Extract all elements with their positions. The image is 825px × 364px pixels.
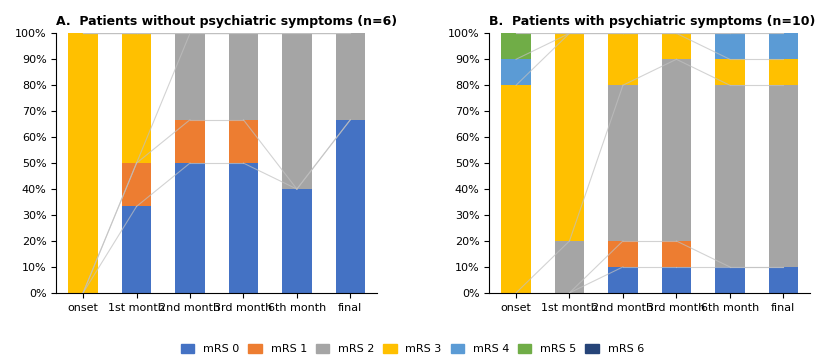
Bar xyxy=(715,267,744,293)
Bar xyxy=(662,33,691,59)
Bar xyxy=(336,120,365,293)
Bar xyxy=(122,33,151,163)
Bar xyxy=(608,241,638,267)
Bar xyxy=(122,163,151,206)
Bar xyxy=(769,85,798,267)
Bar xyxy=(554,241,584,293)
Bar xyxy=(769,267,798,293)
Bar xyxy=(769,7,798,33)
Bar xyxy=(282,33,312,189)
Bar xyxy=(175,33,205,120)
Bar xyxy=(662,241,691,267)
Bar xyxy=(608,85,638,241)
Text: B.  Patients with psychiatric symptoms (n=10): B. Patients with psychiatric symptoms (n… xyxy=(489,15,816,28)
Bar xyxy=(715,33,744,59)
Bar xyxy=(715,85,744,267)
Bar xyxy=(608,267,638,293)
Bar xyxy=(715,59,744,85)
Bar xyxy=(502,59,530,85)
Bar xyxy=(282,189,312,293)
Bar xyxy=(229,163,258,293)
Bar xyxy=(336,33,365,120)
Bar xyxy=(554,33,584,241)
Bar xyxy=(769,59,798,85)
Bar xyxy=(608,33,638,85)
Bar xyxy=(229,33,258,120)
Bar xyxy=(175,163,205,293)
Bar xyxy=(769,33,798,59)
Bar xyxy=(502,85,530,293)
Legend: mRS 0, mRS 1, mRS 2, mRS 3, mRS 4, mRS 5, mRS 6: mRS 0, mRS 1, mRS 2, mRS 3, mRS 4, mRS 5… xyxy=(177,339,648,359)
Bar xyxy=(229,120,258,163)
Bar xyxy=(662,59,691,241)
Bar xyxy=(175,120,205,163)
Bar xyxy=(68,33,98,293)
Text: A.  Patients without psychiatric symptoms (n=6): A. Patients without psychiatric symptoms… xyxy=(56,15,398,28)
Bar xyxy=(502,33,530,59)
Bar xyxy=(122,206,151,293)
Bar xyxy=(662,267,691,293)
